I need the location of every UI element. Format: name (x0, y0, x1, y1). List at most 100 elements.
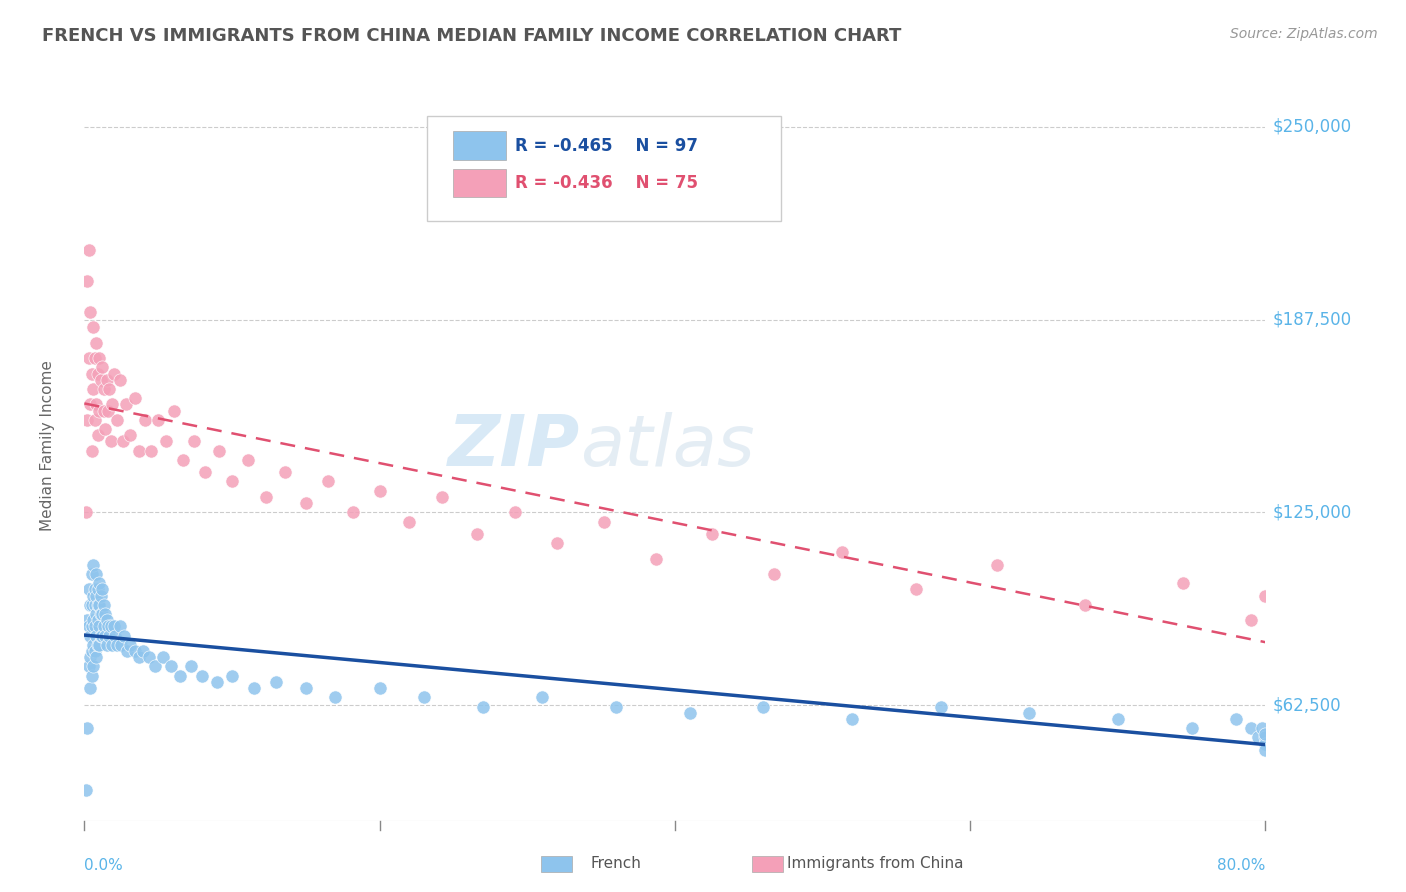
Point (103, 619, 125, 633)
Point (110, 638, 132, 652)
Point (1251, 721, 1274, 735)
Point (82, 659, 104, 673)
Text: $125,000: $125,000 (1272, 503, 1353, 521)
Point (605, 699, 627, 714)
Point (97, 403, 120, 417)
Point (86, 428, 108, 442)
Point (1254, 742, 1277, 756)
Point (148, 413, 170, 427)
Point (84, 589, 107, 603)
Point (84, 650, 107, 665)
Point (180, 659, 202, 673)
Point (75, 782, 97, 797)
Point (79, 397, 101, 411)
Point (160, 659, 183, 673)
Text: $250,000: $250,000 (1272, 118, 1353, 136)
FancyBboxPatch shape (427, 116, 782, 221)
FancyBboxPatch shape (453, 169, 506, 197)
Point (194, 465, 217, 479)
Point (342, 505, 364, 519)
Point (82, 638, 104, 652)
FancyBboxPatch shape (453, 131, 506, 160)
Point (79, 681, 101, 695)
Point (80, 644, 103, 658)
Point (266, 674, 288, 689)
Point (752, 699, 775, 714)
Point (108, 373, 131, 387)
Point (76, 613, 98, 627)
Point (413, 690, 436, 705)
Point (90, 589, 112, 603)
Point (82, 589, 104, 603)
Point (82, 613, 104, 627)
Point (80, 367, 103, 381)
Point (86, 367, 108, 381)
Point (100, 619, 122, 633)
Point (700, 527, 723, 541)
Point (100, 434, 122, 449)
Point (80, 598, 103, 612)
Point (172, 453, 194, 467)
Point (83, 582, 105, 597)
Point (1327, 659, 1350, 673)
Point (80, 669, 103, 683)
Point (80, 566, 103, 581)
Point (128, 650, 150, 665)
Point (76, 413, 98, 427)
Text: Source: ZipAtlas.com: Source: ZipAtlas.com (1230, 27, 1378, 41)
Point (82, 382, 104, 396)
Text: $187,500: $187,500 (1272, 310, 1353, 328)
Point (84, 397, 107, 411)
Point (86, 613, 108, 627)
Point (531, 690, 554, 705)
Point (1225, 712, 1247, 726)
Point (83, 351, 105, 365)
Point (134, 413, 156, 427)
Point (94, 629, 117, 643)
Point (96, 638, 118, 652)
Point (1181, 721, 1204, 735)
Point (115, 644, 138, 658)
Point (138, 650, 160, 665)
Point (368, 681, 391, 695)
Point (87, 619, 111, 633)
Point (87, 638, 111, 652)
Point (77, 619, 100, 633)
Point (98, 629, 121, 643)
Point (1284, 607, 1306, 621)
Text: R = -0.436    N = 75: R = -0.436 N = 75 (516, 174, 699, 192)
Point (83, 413, 105, 427)
Point (221, 475, 243, 489)
Point (96, 373, 118, 387)
Point (1247, 731, 1270, 745)
Point (163, 403, 186, 417)
Point (79, 305, 101, 319)
Text: Median Family Income: Median Family Income (39, 360, 55, 532)
Point (1254, 589, 1277, 603)
Point (86, 638, 108, 652)
Text: R = -0.465    N = 97: R = -0.465 N = 97 (516, 136, 699, 154)
Point (87, 598, 111, 612)
Point (762, 566, 785, 581)
Point (82, 320, 104, 334)
Text: FRENCH VS IMMIGRANTS FROM CHINA MEDIAN FAMILY INCOME CORRELATION CHART: FRENCH VS IMMIGRANTS FROM CHINA MEDIAN F… (42, 27, 901, 45)
Point (904, 582, 927, 597)
Point (1240, 613, 1263, 627)
Point (120, 428, 142, 442)
Point (93, 403, 115, 417)
Point (546, 536, 568, 550)
Point (105, 638, 128, 652)
Point (77, 243, 100, 257)
Point (398, 515, 420, 529)
Point (98, 382, 121, 396)
Point (75, 505, 97, 519)
Point (1254, 727, 1277, 741)
Point (120, 638, 142, 652)
Point (76, 274, 98, 288)
Point (77, 351, 100, 365)
Point (1171, 576, 1194, 591)
Point (83, 598, 105, 612)
Point (79, 650, 101, 665)
Point (93, 598, 115, 612)
Point (593, 515, 616, 529)
